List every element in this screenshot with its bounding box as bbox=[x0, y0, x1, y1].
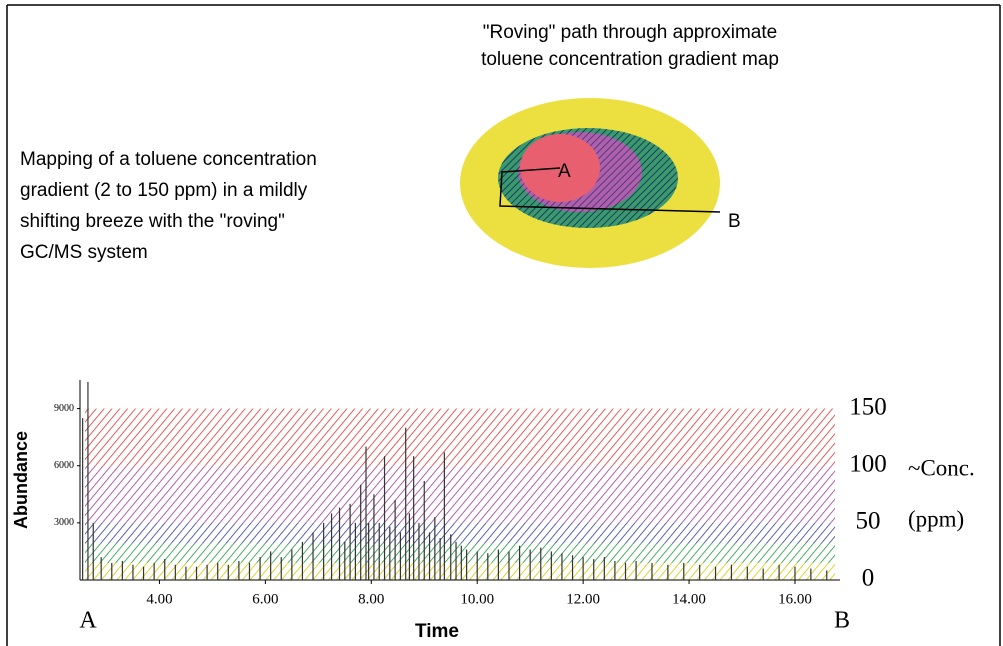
x-tick-label: 6.00 bbox=[252, 591, 278, 607]
description: Mapping of a toluene concentration bbox=[20, 149, 317, 170]
map-title: toluene concentration gradient map bbox=[481, 49, 779, 70]
x-tick-label: 4.00 bbox=[146, 591, 172, 607]
concentration-band bbox=[85, 562, 835, 580]
y-tick-label: 3000 bbox=[54, 517, 74, 528]
x-tick-label: 12.00 bbox=[566, 591, 600, 607]
x-tick-label: 8.00 bbox=[358, 591, 384, 607]
map-point-label: B bbox=[728, 211, 741, 232]
concentration-band bbox=[85, 408, 835, 466]
concentration-band bbox=[85, 543, 835, 563]
x-tick-label: 10.00 bbox=[460, 591, 494, 607]
description: gradient (2 to 150 ppm) in a mildly bbox=[20, 180, 308, 201]
gradient-map: A B bbox=[460, 98, 741, 268]
concentration-band bbox=[85, 522, 835, 544]
y2-axis-label: (ppm) bbox=[908, 506, 964, 531]
map-point-label: A bbox=[558, 161, 571, 182]
roving-path bbox=[499, 167, 721, 213]
y2-tick-label: 50 bbox=[856, 508, 881, 535]
description: shifting breeze with the "roving" bbox=[20, 211, 285, 232]
x-axis-label: Time bbox=[415, 621, 459, 642]
x-tick-label: 14.00 bbox=[672, 591, 706, 607]
y-tick-label: 6000 bbox=[54, 460, 74, 471]
y-tick-label: 9000 bbox=[54, 403, 74, 414]
y2-tick-label: 100 bbox=[849, 450, 887, 477]
concentration-band bbox=[85, 465, 835, 523]
y2-axis-label: ~Conc. bbox=[908, 455, 975, 480]
description: GC/MS system bbox=[20, 242, 148, 263]
y2-tick-label: 0 bbox=[862, 565, 875, 592]
map-title: "Roving" path through approximate bbox=[483, 22, 777, 43]
endpoint-label: B bbox=[834, 608, 850, 634]
x-tick-label: 16.00 bbox=[778, 591, 812, 607]
y2-tick-label: 150 bbox=[849, 393, 887, 420]
y-axis-label: Abundance bbox=[11, 431, 31, 529]
endpoint-label: A bbox=[79, 608, 97, 634]
